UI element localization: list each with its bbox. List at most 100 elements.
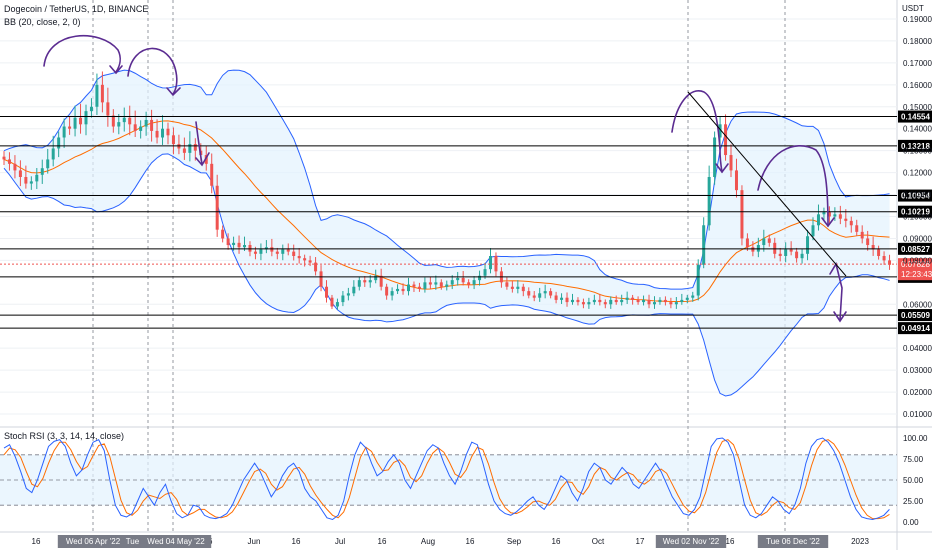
candle-body	[450, 280, 454, 285]
candle-body	[297, 256, 301, 259]
time-tick-label: Jun	[248, 537, 261, 546]
candle-body	[456, 277, 460, 281]
bar-countdown-label: 12:23:43	[901, 270, 932, 279]
candle-body	[603, 302, 607, 305]
price-axis[interactable]: 0.19000 0.18000 0.17000 0.16000 0.15000 0.140…	[902, 4, 932, 419]
candle-body	[691, 295, 695, 298]
candle-body	[751, 247, 755, 252]
rsi-tick-label: 100.00	[903, 434, 928, 443]
time-tick-label: Oct	[592, 537, 605, 546]
candle-body	[647, 299, 651, 305]
trend-line[interactable]	[687, 91, 847, 277]
price-tick-label: 0.13000	[903, 147, 932, 156]
candle-body	[800, 253, 804, 259]
price-tick-label: 0.14000	[903, 125, 932, 134]
time-tick-label: 16	[292, 537, 301, 546]
candle-body	[549, 291, 553, 296]
candle-body	[204, 155, 208, 164]
candle-body	[581, 302, 585, 305]
candle-body	[849, 220, 853, 226]
highlight-date-label: Tue 06 Dec '22	[766, 537, 820, 546]
candle-body	[292, 251, 296, 257]
rsi-k-line	[3, 437, 890, 521]
level-label: 0.05509	[901, 311, 930, 320]
candle-body	[478, 275, 482, 281]
candle-body	[488, 256, 492, 270]
arc-drawing[interactable]	[671, 90, 723, 173]
price-tick-label: 0.18000	[903, 37, 932, 46]
price-tick-label: 0.16000	[903, 81, 932, 90]
time-tick-label: 16	[726, 537, 735, 546]
arrow-head-drawing[interactable]	[833, 311, 847, 323]
candle-body	[7, 159, 11, 164]
arc-drawing[interactable]	[127, 47, 178, 95]
horizontal-levels[interactable]: 0.145540.132180.109540.102190.085270.072…	[0, 110, 932, 335]
current-price-box	[898, 258, 932, 281]
bb-indicator-label[interactable]: BB (20, close, 2, 0)	[4, 17, 81, 27]
stoch-rsi-label[interactable]: Stoch RSI (3, 3, 14, 14, close)	[4, 431, 124, 441]
candle-body	[827, 212, 831, 217]
candle-body	[795, 251, 799, 259]
time-tick-label: 16	[378, 537, 387, 546]
candle-body	[226, 238, 230, 246]
candle-body	[773, 242, 777, 254]
candle-body	[89, 106, 93, 112]
candle-body	[270, 247, 274, 252]
candle-body	[215, 185, 219, 230]
arrow-line-drawing[interactable]	[829, 261, 843, 321]
candle-body	[275, 251, 279, 254]
arrow-head-drawing[interactable]	[195, 152, 210, 167]
arrow-line-drawing[interactable]	[195, 121, 203, 165]
candle-body	[833, 214, 837, 217]
candle-body	[866, 238, 870, 246]
candle-body	[237, 242, 241, 248]
candle-body	[111, 115, 115, 127]
candle-body	[467, 282, 471, 285]
candle-body	[423, 282, 427, 289]
arrow-head-drawing[interactable]	[109, 65, 123, 75]
stoch-rsi-pane[interactable]: 100.00 75.00 50.00 25.00 0.00 Stoch RSI (3, 3…	[0, 431, 928, 527]
highlight-date-box	[57, 535, 129, 548]
arc-drawing[interactable]	[43, 35, 121, 73]
currency-label: USDT	[902, 4, 924, 13]
level-label-box	[898, 139, 932, 152]
arrow-head-drawing[interactable]	[821, 217, 835, 228]
rsi-tick-label: 50.00	[903, 476, 924, 485]
time-tick-label: Sep	[507, 537, 522, 546]
arc-drawing[interactable]	[757, 145, 829, 227]
candle-body	[592, 299, 596, 303]
candle-body	[702, 225, 706, 265]
time-tick-label: Aug	[421, 537, 435, 546]
price-tick-label: 0.01000	[903, 410, 932, 419]
candle-body	[778, 253, 782, 257]
candle-body	[631, 297, 635, 300]
candle-body	[363, 280, 367, 283]
candle-body	[62, 126, 66, 138]
candle-body	[100, 84, 104, 103]
arrow-head-drawing[interactable]	[166, 87, 181, 97]
current-price-label: 0.07828	[901, 260, 930, 269]
time-axis[interactable]: 16Apr16May16Jun16Jul16Aug16Sep16Oct17Nov…	[32, 535, 870, 548]
level-label: 0.04914	[901, 324, 930, 333]
candle-body	[877, 249, 881, 257]
candle-body	[625, 297, 629, 300]
candle-body	[756, 245, 760, 252]
candle-body	[669, 302, 673, 305]
arrow-head-drawing[interactable]	[715, 163, 729, 174]
candle-body	[855, 225, 859, 232]
level-label: 0.08527	[901, 245, 930, 254]
candle-body	[29, 181, 33, 184]
annotation-drawings[interactable]	[43, 35, 847, 323]
candle-body	[330, 297, 334, 307]
candle-body	[696, 264, 700, 296]
candle-body	[2, 156, 6, 160]
candle-body	[357, 280, 361, 287]
rsi-d-line	[3, 439, 890, 520]
candle-body	[253, 251, 257, 254]
candle-body	[620, 299, 624, 303]
candle-body	[707, 176, 711, 226]
candle-body	[570, 299, 574, 303]
candle-body	[806, 236, 810, 254]
